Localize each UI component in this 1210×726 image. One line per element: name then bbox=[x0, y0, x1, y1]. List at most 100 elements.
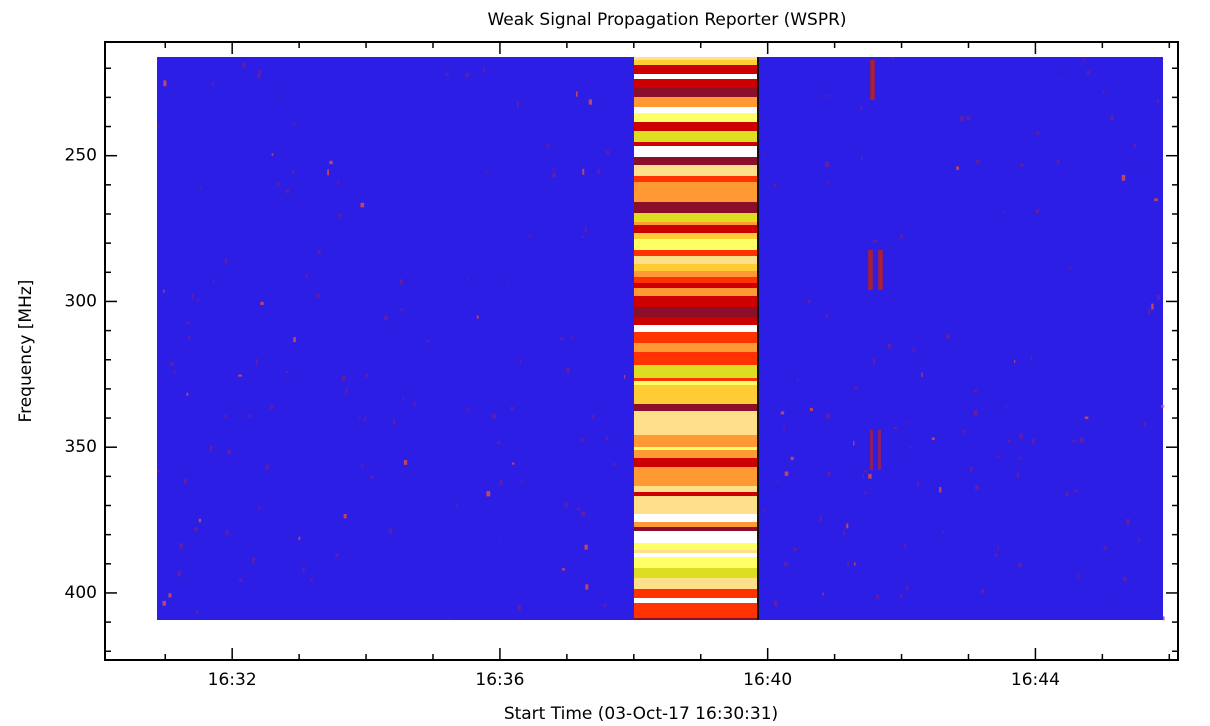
noise bbox=[1060, 77, 1062, 81]
noise bbox=[316, 294, 320, 298]
burst bbox=[872, 60, 875, 100]
x-tick-label: 16:36 bbox=[475, 670, 524, 690]
bright-band bbox=[634, 598, 758, 603]
bright-band bbox=[634, 343, 758, 352]
noise bbox=[242, 62, 246, 69]
noise bbox=[900, 234, 903, 239]
noise bbox=[825, 94, 828, 98]
noise bbox=[497, 441, 501, 444]
noise bbox=[341, 375, 345, 381]
bright-band bbox=[634, 522, 758, 527]
bright-band bbox=[634, 531, 758, 534]
noise bbox=[476, 315, 479, 319]
noise bbox=[916, 481, 919, 487]
noise bbox=[1138, 537, 1140, 542]
bright-band bbox=[634, 365, 758, 375]
noise bbox=[810, 407, 813, 412]
noise bbox=[258, 506, 261, 510]
bright-band bbox=[634, 271, 758, 277]
bright-band bbox=[634, 385, 758, 396]
noise bbox=[970, 466, 973, 472]
noise bbox=[827, 471, 831, 476]
noise bbox=[173, 370, 176, 374]
noise bbox=[793, 548, 797, 551]
noise bbox=[825, 161, 830, 168]
noise bbox=[252, 559, 255, 565]
noise bbox=[860, 107, 863, 110]
bright-band bbox=[634, 618, 758, 620]
y-tick-label: 350 bbox=[65, 437, 97, 457]
noise bbox=[1103, 546, 1108, 550]
noise bbox=[873, 239, 877, 243]
noise bbox=[1004, 405, 1007, 410]
noise bbox=[571, 335, 574, 339]
noise bbox=[956, 166, 960, 170]
noise bbox=[195, 610, 199, 614]
noise bbox=[199, 187, 202, 190]
bright-band bbox=[634, 142, 758, 146]
noise bbox=[854, 386, 858, 389]
noise bbox=[456, 504, 459, 508]
bright-band bbox=[634, 307, 758, 317]
noise bbox=[335, 553, 339, 557]
y-tick-label: 250 bbox=[65, 146, 97, 166]
noise bbox=[1102, 90, 1105, 93]
bright-band bbox=[634, 447, 758, 450]
noise bbox=[1162, 616, 1165, 621]
noise bbox=[584, 544, 588, 550]
noise bbox=[783, 426, 785, 432]
noise bbox=[212, 81, 214, 87]
bright-band bbox=[634, 568, 758, 578]
noise bbox=[279, 94, 281, 98]
noise bbox=[238, 374, 242, 377]
bright-band bbox=[634, 107, 758, 113]
noise bbox=[271, 153, 274, 156]
bright-band bbox=[634, 411, 758, 415]
noise bbox=[581, 235, 584, 238]
noise bbox=[807, 299, 811, 304]
bright-band bbox=[634, 613, 758, 618]
noise bbox=[1151, 303, 1154, 310]
noise bbox=[186, 392, 189, 396]
noise bbox=[606, 150, 610, 155]
noise bbox=[227, 449, 231, 455]
noise bbox=[521, 479, 523, 483]
noise bbox=[864, 491, 867, 495]
noise bbox=[966, 115, 971, 120]
noise bbox=[196, 299, 200, 302]
bright-band bbox=[634, 239, 758, 250]
noise bbox=[188, 335, 191, 339]
noise bbox=[327, 169, 330, 176]
burst bbox=[878, 250, 881, 290]
noise bbox=[399, 279, 403, 285]
noise bbox=[1056, 159, 1060, 164]
bright-band bbox=[634, 589, 758, 598]
bright-band bbox=[634, 283, 758, 288]
noise bbox=[413, 402, 416, 407]
burst bbox=[870, 430, 873, 470]
noise bbox=[819, 516, 822, 522]
noise bbox=[370, 475, 374, 479]
noise bbox=[575, 91, 578, 97]
noise bbox=[1030, 355, 1033, 361]
noise bbox=[584, 227, 587, 233]
bright-band bbox=[634, 325, 758, 332]
bright-band bbox=[634, 510, 758, 514]
noise bbox=[192, 293, 194, 300]
noise bbox=[905, 422, 908, 425]
noise bbox=[445, 72, 449, 76]
noise bbox=[1072, 440, 1077, 443]
noise bbox=[305, 274, 308, 278]
noise bbox=[942, 530, 944, 534]
noise bbox=[519, 359, 522, 364]
noise bbox=[872, 358, 876, 365]
noise bbox=[905, 585, 909, 590]
noise bbox=[1147, 309, 1151, 314]
noise bbox=[360, 202, 365, 208]
noise bbox=[1143, 171, 1145, 175]
noise bbox=[546, 144, 549, 148]
noise bbox=[763, 508, 766, 512]
burst bbox=[878, 430, 881, 470]
noise bbox=[921, 372, 923, 377]
noise bbox=[1014, 359, 1016, 364]
